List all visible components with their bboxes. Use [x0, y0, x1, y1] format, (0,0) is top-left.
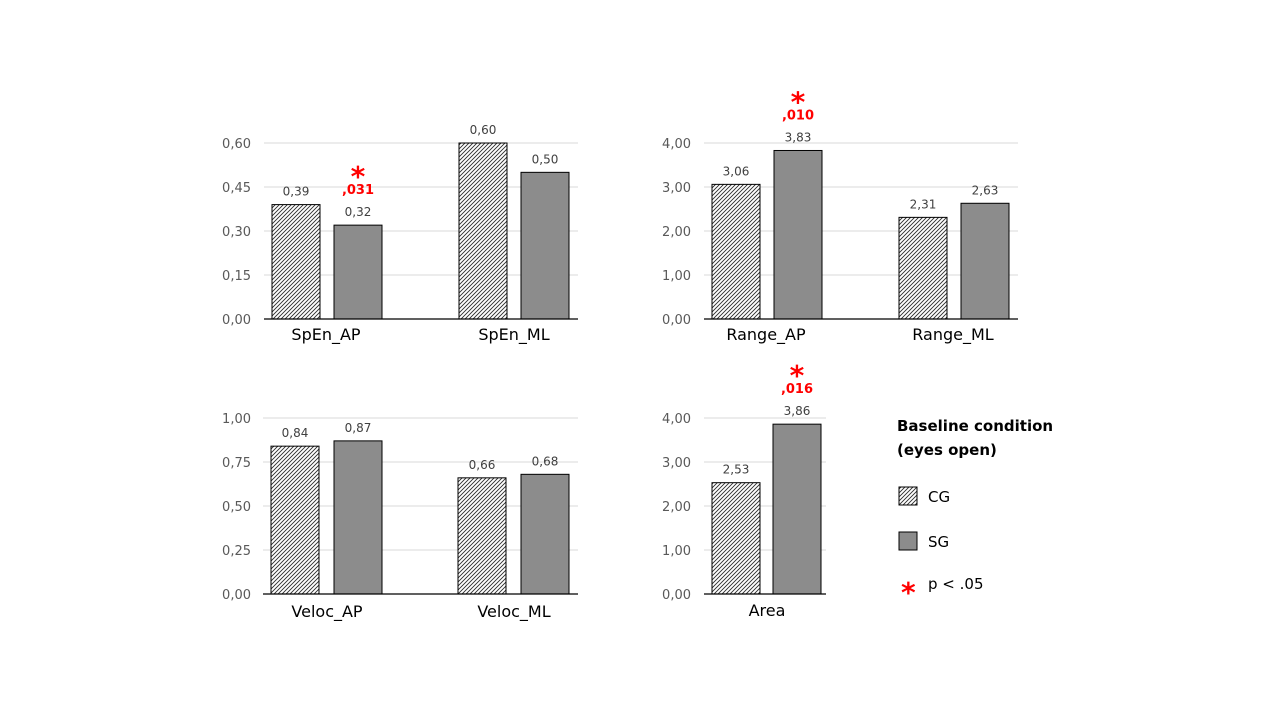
bar-cg-spen_ap — [271, 204, 321, 320]
data-label: 3,06 — [723, 164, 750, 178]
y-tick-label: 0,50 — [222, 500, 251, 515]
y-tick-label: 4,00 — [662, 412, 691, 427]
bar-sg-range_ml — [960, 202, 1010, 320]
legend-label-cg: CG — [928, 488, 950, 506]
category-label: Veloc_AP — [291, 602, 363, 622]
chart-area: 0,00 1,00 2,00 3,00 4,00 2,53 3,86 Area ,016* — [662, 359, 826, 620]
y-tick-label: 0,75 — [222, 456, 251, 471]
bar-sg-veloc_ml — [520, 473, 570, 595]
y-tick-label: 1,00 — [222, 412, 251, 427]
y-tick-label: 0,15 — [222, 269, 251, 284]
category-label: Veloc_ML — [477, 602, 550, 622]
data-label: 0,32 — [345, 205, 372, 219]
chart-range: 0,00 1,00 2,00 3,00 4,00 3,06 3,83 Range_AP 2,31… — [662, 85, 1018, 345]
chart-spen: 0,00 0,15 0,30 0,45 0,60 0,39 0,32 SpEn_AP 0,60 0… — [222, 123, 578, 345]
y-tick-label: 1,00 — [662, 269, 691, 284]
data-label: 0,39 — [283, 185, 310, 199]
legend-title-line1: Baseline condition — [897, 417, 1053, 435]
data-label: 3,83 — [785, 130, 812, 144]
significance-p-value: ,010 — [782, 108, 814, 123]
bar-cg-veloc_ap — [270, 445, 320, 595]
data-label: 2,53 — [723, 463, 750, 477]
legend-label-sg: SG — [928, 533, 949, 551]
bar-sg-spen_ml — [520, 171, 570, 320]
data-label: 2,31 — [910, 197, 937, 211]
legend-label-significance: p < .05 — [928, 575, 983, 593]
y-tick-label: 0,45 — [222, 181, 251, 196]
bar-cg-range_ml — [898, 216, 948, 320]
data-label: 0,84 — [282, 426, 309, 440]
data-label: 0,50 — [532, 152, 559, 166]
category-label: Range_ML — [912, 325, 994, 345]
bar-cg-spen_ml — [458, 142, 508, 320]
bar-sg-veloc_ap — [333, 440, 383, 595]
significance-p-value: ,016 — [781, 382, 813, 397]
legend: Baseline condition (eyes open) CG SG * p… — [897, 417, 1053, 609]
bar-cg-area — [711, 482, 761, 595]
y-tick-label: 1,00 — [662, 544, 691, 559]
y-tick-label: 0,00 — [222, 313, 251, 328]
bar-sg-area — [772, 423, 822, 595]
y-tick-label: 3,00 — [662, 181, 691, 196]
y-tick-label: 0,00 — [222, 588, 251, 603]
bar-sg-spen_ap — [333, 224, 383, 320]
y-tick-label: 2,00 — [662, 500, 691, 515]
bar-cg-range_ap — [711, 183, 761, 320]
significance-asterisk: * — [791, 85, 806, 118]
y-tick-label: 0,00 — [662, 588, 691, 603]
category-label: Area — [749, 601, 786, 620]
data-label: 0,68 — [532, 454, 559, 468]
y-tick-label: 0,25 — [222, 544, 251, 559]
bar-sg-range_ap — [773, 149, 823, 320]
data-label: 0,87 — [345, 421, 372, 435]
legend-title-line2: (eyes open) — [897, 441, 997, 459]
data-label: 0,66 — [469, 458, 496, 472]
y-tick-label: 0,30 — [222, 225, 251, 240]
data-label: 3,86 — [784, 404, 811, 418]
category-label: Range_AP — [726, 325, 806, 345]
y-tick-label: 0,00 — [662, 313, 691, 328]
asterisk-icon: * — [901, 576, 916, 609]
bar-cg-veloc_ml — [457, 477, 507, 595]
category-label: SpEn_ML — [478, 325, 549, 345]
y-tick-label: 3,00 — [662, 456, 691, 471]
y-tick-label: 0,60 — [222, 137, 251, 152]
significance-asterisk: * — [790, 359, 805, 392]
chart-veloc: 0,00 0,25 0,50 0,75 1,00 0,84 0,87 Veloc_AP 0,66… — [222, 412, 578, 622]
y-tick-label: 4,00 — [662, 137, 691, 152]
significance-p-value: ,031 — [342, 183, 374, 198]
significance-asterisk: * — [351, 160, 366, 193]
data-label: 0,60 — [470, 123, 497, 137]
charts-layer: 0,00 0,15 0,30 0,45 0,60 0,39 0,32 SpEn_AP 0,60 0… — [222, 85, 1018, 622]
category-label: SpEn_AP — [291, 325, 361, 345]
legend-swatch-sg — [898, 531, 918, 551]
y-tick-label: 2,00 — [662, 225, 691, 240]
data-label: 2,63 — [972, 183, 999, 197]
legend-swatch-cg — [898, 486, 918, 506]
